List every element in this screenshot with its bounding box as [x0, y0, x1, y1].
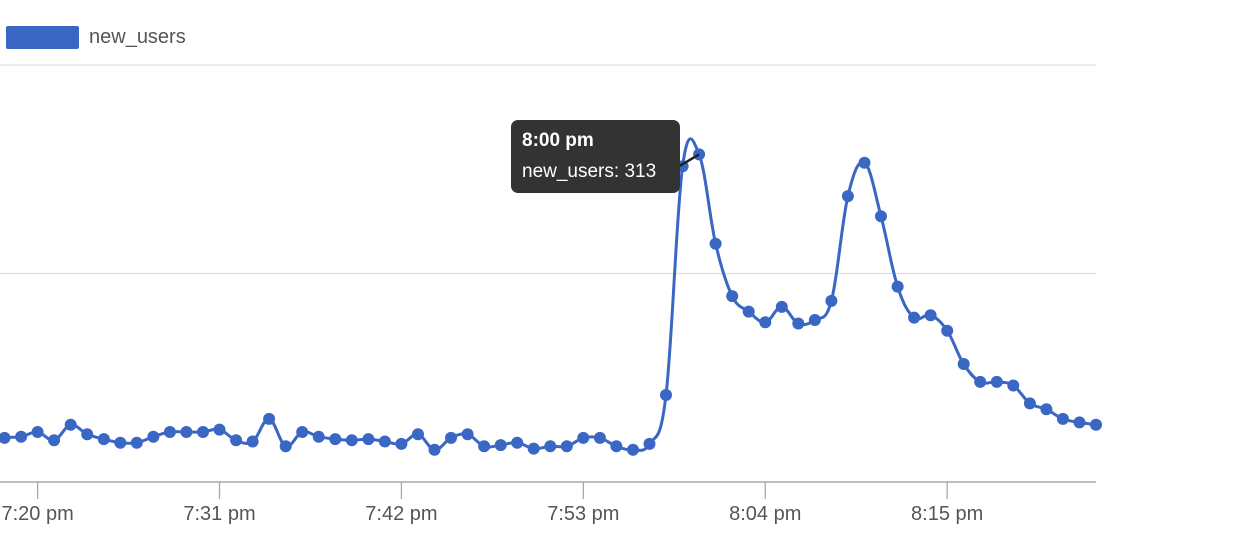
tooltip-value-row: new_users: 313 — [522, 161, 657, 182]
data-point-7-47-pm[interactable] — [478, 440, 491, 453]
data-point-8-20-pm[interactable] — [1023, 397, 1036, 410]
data-point-8-07-pm[interactable] — [808, 314, 821, 326]
x-tick-labels: 7:20 pm 7:31 pm 7:42 pm 7:53 pm 8:04 pm 8:15 … — [1, 503, 983, 525]
data-point-7-57-pm[interactable] — [643, 437, 656, 450]
data-point-7-37-pm[interactable] — [312, 430, 325, 443]
data-point-8-03-pm[interactable] — [742, 305, 755, 318]
data-point-8-21-pm[interactable] — [1040, 403, 1053, 416]
x-tick-label-5: 8:15 pm — [911, 503, 983, 525]
data-points — [0, 148, 1102, 456]
data-point-8-15-pm[interactable] — [941, 324, 954, 337]
data-point-7-44-pm[interactable] — [428, 443, 441, 456]
data-point-8-13-pm[interactable] — [908, 311, 921, 324]
data-point-8-18-pm[interactable] — [990, 375, 1003, 388]
data-point-7-48-pm[interactable] — [494, 439, 507, 452]
data-point-7-22-pm[interactable] — [64, 418, 77, 431]
data-point-7-21-pm[interactable] — [48, 434, 61, 447]
x-tick-label-1: 7:31 pm — [183, 503, 255, 525]
tooltip-title: 8:00 pm — [522, 130, 594, 151]
data-point-7-25-pm[interactable] — [114, 436, 127, 449]
data-point-8-09-pm[interactable] — [841, 190, 854, 203]
data-point-7-46-pm[interactable] — [461, 428, 474, 441]
data-point-7-39-pm[interactable] — [345, 434, 358, 447]
data-point-7-34-pm[interactable] — [263, 412, 276, 425]
data-point-8-08-pm[interactable] — [825, 294, 838, 307]
data-point-8-12-pm[interactable] — [891, 280, 904, 293]
x-tick-label-3: 7:53 pm — [547, 503, 619, 525]
data-point-7-23-pm[interactable] — [81, 428, 94, 441]
legend-swatch[interactable] — [6, 26, 79, 49]
data-point-7-28-pm[interactable] — [163, 426, 176, 438]
data-point-7-29-pm[interactable] — [180, 426, 193, 438]
data-point-7-30-pm[interactable] — [197, 426, 209, 438]
data-point-7-36-pm[interactable] — [296, 426, 309, 438]
data-point-7-45-pm[interactable] — [445, 431, 457, 444]
data-point-8-10-pm[interactable] — [858, 156, 871, 169]
data-point-7-38-pm[interactable] — [329, 433, 342, 446]
x-tick-label-4: 8:04 pm — [729, 503, 801, 525]
chart-tooltip: 8:00 pm new_users: 313 — [511, 120, 680, 193]
data-point-7-41-pm[interactable] — [378, 435, 391, 448]
data-point-7-52-pm[interactable] — [560, 440, 573, 453]
data-point-8-23-pm[interactable] — [1073, 416, 1086, 429]
data-point-7-53-pm[interactable] — [577, 431, 590, 444]
data-point-7-54-pm[interactable] — [593, 431, 606, 444]
data-point-7-43-pm[interactable] — [412, 428, 424, 441]
data-point-7-35-pm[interactable] — [279, 440, 292, 453]
data-point-8-19-pm[interactable] — [1007, 379, 1020, 392]
data-point-7-40-pm[interactable] — [362, 433, 375, 446]
data-point-7-42-pm[interactable] — [395, 437, 408, 450]
data-point-8-06-pm[interactable] — [792, 317, 805, 330]
data-point-8-11-pm[interactable] — [875, 210, 887, 223]
x-tick-label-0: 7:20 pm — [1, 503, 73, 525]
data-point-7-27-pm[interactable] — [147, 430, 160, 443]
data-point-7-26-pm[interactable] — [130, 436, 143, 449]
data-point-7-20-pm[interactable] — [31, 426, 44, 438]
data-point-8-22-pm[interactable] — [1056, 412, 1069, 425]
data-point-7-55-pm[interactable] — [610, 440, 623, 453]
x-axis — [0, 481, 1096, 499]
data-point-7-24-pm[interactable] — [97, 433, 110, 446]
data-point-7-33-pm[interactable] — [246, 435, 259, 448]
data-point-7-58-pm[interactable] — [660, 389, 672, 401]
legend-label[interactable]: new_users — [89, 26, 186, 48]
data-point-7-32-pm[interactable] — [230, 434, 243, 447]
data-point-8-02-pm[interactable] — [726, 290, 739, 303]
data-point-7-49-pm[interactable] — [511, 436, 524, 449]
data-point-8-24-pm[interactable] — [1090, 418, 1102, 431]
gridlines — [0, 64, 1096, 275]
data-point-8-16-pm[interactable] — [957, 358, 970, 370]
data-point-8-05-pm[interactable] — [775, 300, 788, 313]
data-point-7-19-pm[interactable] — [15, 430, 28, 443]
data-point-7-51-pm[interactable] — [544, 440, 557, 453]
data-point-8-17-pm[interactable] — [974, 375, 987, 388]
data-point-7-18-pm[interactable] — [0, 431, 11, 444]
data-point-7-56-pm[interactable] — [627, 443, 639, 456]
data-point-7-31-pm[interactable] — [213, 423, 226, 436]
data-point-7-50-pm[interactable] — [527, 442, 540, 455]
data-point-8-14-pm[interactable] — [924, 309, 937, 322]
x-tick-label-2: 7:42 pm — [365, 503, 437, 525]
data-point-8-04-pm[interactable] — [759, 316, 772, 329]
data-point-8-01-pm[interactable] — [709, 237, 722, 250]
